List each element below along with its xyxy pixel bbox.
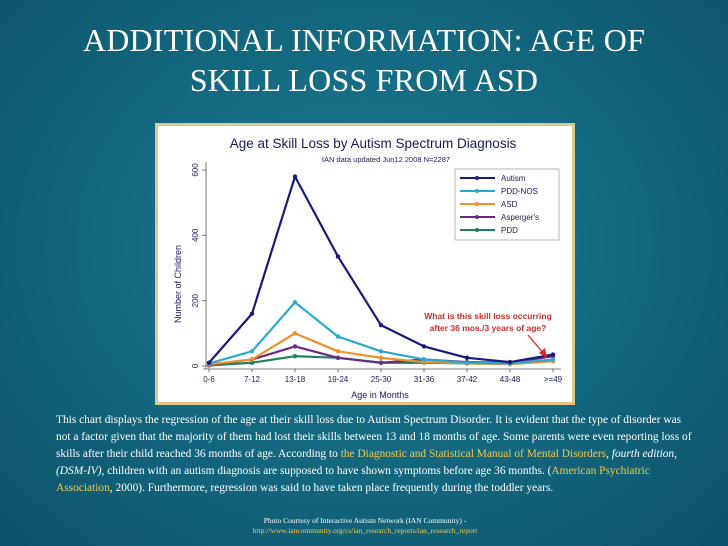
x-tick-label: 25-30 bbox=[371, 375, 392, 384]
legend-marker bbox=[475, 202, 479, 206]
apa-link[interactable]: American Psychiatric Association bbox=[56, 465, 650, 494]
y-axis-label: Number of Children bbox=[173, 245, 183, 323]
data-point bbox=[378, 360, 384, 365]
legend: Autism PDD-NOS ASD Asperger's PDD bbox=[454, 168, 560, 241]
data-point bbox=[292, 300, 298, 305]
data-point bbox=[550, 352, 556, 357]
x-axis-label: Age in Months bbox=[351, 390, 409, 400]
legend-label: PDD bbox=[501, 226, 518, 235]
data-point bbox=[421, 357, 427, 362]
annotation-arrow-head bbox=[539, 348, 547, 358]
dsm-link[interactable]: the Diagnostic and Statistical Manual of… bbox=[340, 448, 607, 460]
x-tick-label: 13-18 bbox=[285, 375, 306, 384]
photo-credit: Photo Courtesy of Interactive Autism Net… bbox=[150, 516, 580, 536]
data-point bbox=[335, 349, 341, 354]
data-point bbox=[249, 357, 255, 362]
annotation-arrow-line bbox=[527, 334, 545, 355]
legend-label: ASD bbox=[501, 200, 518, 209]
x-tick-label: 31-36 bbox=[414, 375, 435, 384]
y-tick-label: 600 bbox=[191, 163, 200, 177]
y-tick-label: 0 bbox=[191, 363, 200, 368]
data-point bbox=[292, 331, 298, 336]
data-point bbox=[206, 360, 212, 365]
y-tick-label: 200 bbox=[191, 293, 200, 307]
data-point bbox=[421, 344, 427, 349]
data-point bbox=[464, 360, 470, 365]
data-point bbox=[550, 357, 556, 362]
annotation-line-1: What is this skill loss occurring bbox=[424, 311, 552, 321]
x-tick-label: 43-48 bbox=[500, 375, 521, 384]
x-tick-label: 0-6 bbox=[203, 375, 215, 384]
legend-marker bbox=[475, 215, 479, 219]
data-point bbox=[292, 174, 298, 179]
data-point bbox=[335, 254, 341, 259]
x-tick-label: >=49 bbox=[544, 375, 563, 384]
body-text-2: , fourth edition, (DSM-IV), bbox=[56, 448, 677, 477]
data-point bbox=[378, 349, 384, 354]
data-point bbox=[378, 355, 384, 361]
data-point bbox=[249, 349, 255, 354]
y-tick-label: 400 bbox=[191, 228, 200, 242]
data-point bbox=[507, 359, 513, 365]
tick-labels: 0 200 400 600 0-6 7-12 13-18 19-24 25-30 31-36 37-… bbox=[191, 163, 563, 384]
x-tick-label: 7-12 bbox=[244, 375, 261, 384]
slide-title: ADDITIONAL INFORMATION: AGE OF SKILL LOS… bbox=[82, 22, 646, 98]
data-point bbox=[464, 355, 470, 361]
body-text-4: , 2000). Furthermore, regression was sai… bbox=[109, 482, 554, 494]
data-point bbox=[378, 322, 384, 328]
data-point bbox=[249, 311, 255, 316]
legend-marker bbox=[475, 189, 479, 193]
data-point bbox=[292, 344, 298, 349]
credit-url[interactable]: http://www.iancommunity.org/cs/ian_resea… bbox=[252, 526, 478, 535]
chart-title: Age at Skill Loss by Autism Spectrum Dia… bbox=[230, 136, 517, 151]
legend-marker bbox=[475, 176, 479, 180]
x-tick-label: 19-24 bbox=[328, 375, 349, 384]
body-paragraph: This chart displays the regression of th… bbox=[56, 412, 696, 497]
legend-label: Autism bbox=[501, 174, 526, 183]
line-chart: Age at Skill Loss by Autism Spectrum Dia… bbox=[173, 136, 563, 400]
data-point bbox=[335, 355, 341, 361]
body-text-3: children with an autism diagnosis are su… bbox=[104, 465, 552, 477]
legend-label: Asperger's bbox=[501, 213, 539, 222]
data-point bbox=[249, 360, 255, 365]
annotation-line-2: after 36 mos./3 years of age? bbox=[430, 323, 547, 333]
data-point bbox=[335, 334, 341, 339]
annotation: What is this skill loss occurring after 3… bbox=[424, 311, 552, 358]
series-lines bbox=[206, 174, 556, 368]
legend-label: PDD-NOS bbox=[501, 187, 538, 196]
chart-subtitle: IAN data updated Jun12 2008 N=2287 bbox=[322, 155, 450, 164]
credit-line: Photo Courtesy of Interactive Autism Net… bbox=[263, 516, 467, 525]
chart-frame: Age at Skill Loss by Autism Spectrum Dia… bbox=[155, 123, 575, 405]
x-tick-label: 37-42 bbox=[457, 375, 478, 384]
axes bbox=[203, 162, 561, 370]
legend-marker bbox=[475, 228, 479, 232]
body-text-1: This chart displays the regression of th… bbox=[56, 414, 692, 460]
data-point bbox=[292, 354, 298, 359]
